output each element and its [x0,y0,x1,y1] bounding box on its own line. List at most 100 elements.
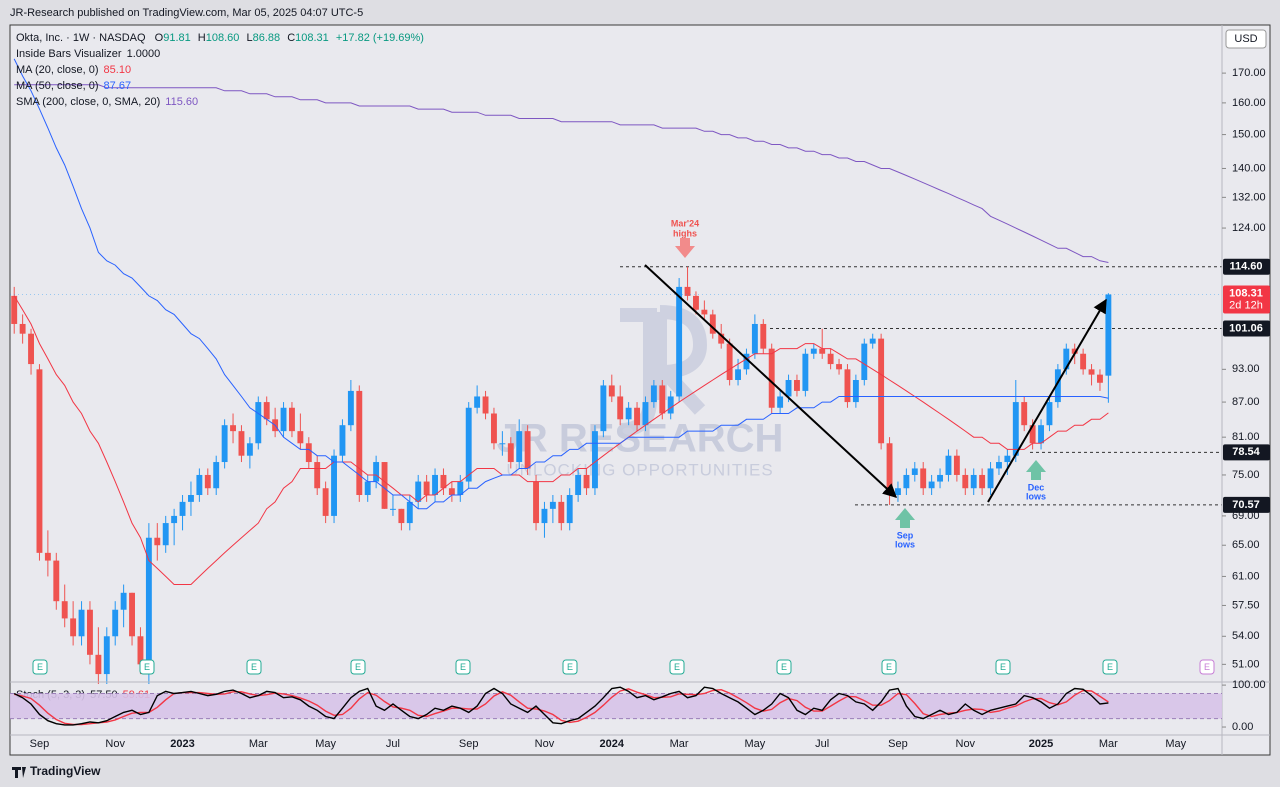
earnings-badge [562,659,578,675]
plot [10,58,1222,684]
y-tick-label: 160.00 [1232,97,1266,109]
candle-body [566,495,573,524]
level-tag-label: 70.57 [1232,499,1260,511]
earnings-label: E [1107,662,1113,672]
trend-arrow [987,298,1107,503]
legend-ma: SMA (200, close, 0, SMA, 20) 115.60 [16,96,198,108]
series-value: 87.67 [104,80,132,92]
ma-line [13,58,1109,510]
candle-body [221,425,228,463]
candle-body [634,407,640,426]
earnings-label: E [355,662,361,672]
candle-body [945,455,952,475]
x-tick-label: 2025 [1029,738,1053,750]
candle-body [238,431,245,456]
publisher: JR-Research published on TradingView.com… [10,7,363,19]
ohlc-value: 108.31 [295,32,329,44]
y-tick-label: 140.00 [1232,162,1266,174]
candle-body [667,396,674,414]
candle-body [289,407,295,432]
candle-body [457,481,464,496]
candle-body [592,431,598,489]
candle-body [743,353,750,370]
candle-body [1080,353,1087,370]
currency-box[interactable] [1225,29,1267,49]
earnings-badge [32,659,48,675]
y-tick-label: 54.00 [1232,630,1260,642]
price-tag-countdown: 2d 12h [1229,299,1263,311]
candle-body [642,402,649,426]
x-tick-label: Nov [105,738,125,750]
y-tick-label: 132.00 [1232,191,1266,203]
candle-body [869,338,876,344]
indicator-name: Inside Bars Visualizer [16,48,122,60]
candle-body [718,333,725,344]
candle-body [440,474,447,489]
candle-body [204,474,211,489]
earnings-label: E [251,662,257,672]
level-tag-label: 78.54 [1232,446,1260,458]
candle-body [751,323,758,354]
candle-body [499,443,506,445]
candle-body [1105,294,1112,376]
candle-body [558,501,565,524]
candle-body [583,474,590,489]
candle-body [996,462,1002,469]
candle-body [1071,348,1078,354]
watermark-subtitle: UNLOCKING OPPORTUNITIES [506,460,773,479]
x-tick-label: 2023 [170,738,194,750]
earnings-label: E [567,662,573,672]
y-tick-label: 87.00 [1232,396,1260,408]
candle-body [541,508,548,524]
y-tick-label: 57.50 [1232,599,1260,611]
series-name: SMA (200, close, 0, SMA, 20) [16,96,160,108]
candle-body [280,407,287,432]
candle-body [903,474,910,489]
candle-body [129,592,135,637]
earnings-badge [881,659,897,675]
candle-body [482,396,489,414]
earnings-label: E [460,662,466,672]
stoch-k-line [13,686,1109,726]
candle-body [852,380,859,403]
candle-body [230,425,236,432]
candle-body [1097,374,1103,383]
x-tick-label: Sep [30,738,50,750]
candle-body [1054,369,1061,403]
candle-body [844,369,851,403]
candle-body [263,402,270,420]
x-tick-label: Mar [249,738,268,750]
ohlc-value: 86.88 [253,32,281,44]
candle-body [878,338,885,444]
candle-body [650,385,657,403]
candle-body [1029,425,1036,444]
candle-body [103,636,110,675]
candle-body [188,495,194,502]
candle-body [246,443,253,456]
candle-body [162,523,169,546]
stoch-tick-label: 0.00 [1232,721,1253,733]
candle-body [735,369,741,381]
watermark-title: JR RESEARCH [497,417,784,461]
x-tick-label: Jul [815,738,829,750]
candle-body [701,309,708,315]
candle-body [339,425,346,456]
level-tag-label: 101.06 [1229,322,1263,334]
x-tick-label: May [315,738,336,750]
brand-logo [12,767,26,778]
earnings-badge [1102,659,1118,675]
candle-body [356,390,363,496]
price-tag [1223,285,1270,314]
ohlc-key: C [287,32,295,44]
annotation: Sep [897,530,914,540]
candle-body [448,488,455,496]
candle-body [575,474,582,496]
earnings-label: E [1204,662,1210,672]
candle-body [785,380,792,397]
candle-body [777,396,784,408]
earnings-label: E [144,662,150,672]
series-name: MA (50, close, 0) [16,80,99,92]
candle-body [507,443,514,463]
earnings-badge [139,659,155,675]
